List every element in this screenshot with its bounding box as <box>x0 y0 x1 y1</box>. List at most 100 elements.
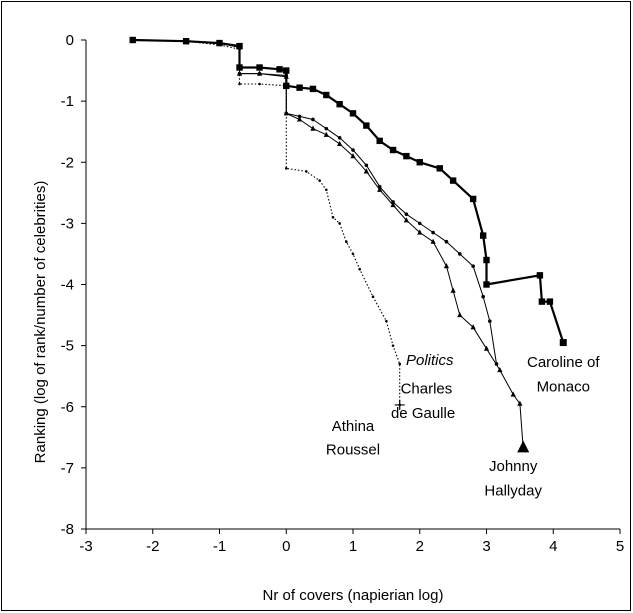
x-tick-label: 4 <box>549 538 557 555</box>
data-point <box>351 148 355 152</box>
x-tick-label: 5 <box>616 538 624 555</box>
data-point <box>471 264 475 268</box>
data-point <box>510 391 516 397</box>
data-point <box>431 230 435 235</box>
data-point <box>338 222 341 225</box>
data-point <box>351 252 355 256</box>
data-point <box>283 67 290 74</box>
data-point <box>364 163 369 168</box>
annotation-label: Athina <box>332 418 375 435</box>
x-tick-label: 0 <box>282 538 290 555</box>
data-point <box>218 43 221 47</box>
data-point <box>258 82 261 86</box>
axes <box>81 39 621 534</box>
x-tick-label: 3 <box>482 538 490 555</box>
data-point <box>363 122 370 129</box>
series-line <box>132 38 565 343</box>
data-point <box>283 73 289 79</box>
data-point <box>324 126 329 131</box>
data-point <box>376 137 383 145</box>
series-thick-square <box>129 36 567 347</box>
end-marker-triangle <box>517 440 530 453</box>
end-marker-square <box>559 339 567 347</box>
data-point <box>345 240 348 244</box>
data-point <box>284 167 288 170</box>
data-point <box>457 311 463 318</box>
y-tick-label: -7 <box>61 460 74 477</box>
data-point <box>389 146 397 154</box>
tick-labels: -3 -2 -1 0 1 2 3 4 5 0 -1 -2 -3 -4 -5 -6 -7 -8 <box>61 32 625 555</box>
data-point <box>283 110 289 116</box>
data-point <box>449 177 457 184</box>
data-point <box>318 179 321 182</box>
data-point <box>276 66 283 73</box>
data-point <box>403 152 410 160</box>
data-point <box>458 252 462 256</box>
data-point <box>398 362 402 366</box>
data-point <box>337 140 343 146</box>
y-tick-label: -4 <box>61 277 74 294</box>
y-tick-label: -8 <box>61 521 74 538</box>
data-point <box>536 272 544 279</box>
data-point <box>236 44 243 50</box>
series-line <box>132 39 524 449</box>
data-point <box>238 47 241 51</box>
x-tick-label: -3 <box>79 538 92 555</box>
data-point <box>483 256 490 264</box>
annotations: Caroline of Monaco Politics Charles de Gaull… <box>326 352 600 499</box>
data-point <box>184 39 188 43</box>
series-dotted-plus <box>131 38 405 410</box>
data-point <box>430 238 436 244</box>
y-tick-label: -5 <box>61 338 74 355</box>
x-axis-label: Nr of covers (napierian log) <box>263 587 444 604</box>
data-point <box>469 195 477 203</box>
data-point <box>404 212 409 217</box>
x-tick-label: 1 <box>349 538 357 555</box>
data-point <box>517 400 523 406</box>
data-point <box>391 344 395 347</box>
data-point <box>371 295 375 299</box>
annotation-label: Caroline of <box>527 354 600 371</box>
y-tick-label: -2 <box>61 154 74 171</box>
annotation-label: Hallyday <box>484 482 542 499</box>
data-point <box>488 319 492 323</box>
data-point <box>481 294 485 299</box>
y-tick-label: -3 <box>61 215 74 232</box>
data-point <box>385 319 388 323</box>
data-point <box>479 232 487 239</box>
data-point <box>358 267 361 271</box>
data-point <box>390 201 396 208</box>
x-tick-label: -2 <box>146 538 159 555</box>
data-point <box>309 85 317 93</box>
data-point <box>236 70 243 76</box>
annotation-label: Monaco <box>537 378 590 395</box>
series-thin-triangle <box>130 36 530 453</box>
data-point <box>546 298 554 305</box>
data-point <box>304 170 308 173</box>
data-point <box>238 82 241 86</box>
data-point <box>470 324 476 330</box>
data-point <box>337 136 342 140</box>
annotation-label: Politics <box>406 352 454 369</box>
data-point <box>403 217 409 223</box>
y-tick-label: -6 <box>61 399 74 416</box>
data-point <box>450 287 456 293</box>
annotation-label: Charles <box>401 380 453 397</box>
end-marker-plus <box>394 399 405 410</box>
data-point <box>350 153 356 159</box>
data-point <box>296 84 303 91</box>
data-point <box>497 366 503 373</box>
annotation-label: Johnny <box>489 458 538 475</box>
data-point <box>297 116 303 122</box>
annotation-label: de Gaulle <box>391 405 455 422</box>
data-point <box>483 281 490 288</box>
y-tick-label: 0 <box>66 32 74 49</box>
data-point <box>417 221 422 226</box>
data-point <box>216 39 223 46</box>
data-point <box>131 38 135 42</box>
data-point <box>538 298 546 305</box>
data-point <box>331 215 335 219</box>
x-tick-label: 2 <box>416 538 424 555</box>
